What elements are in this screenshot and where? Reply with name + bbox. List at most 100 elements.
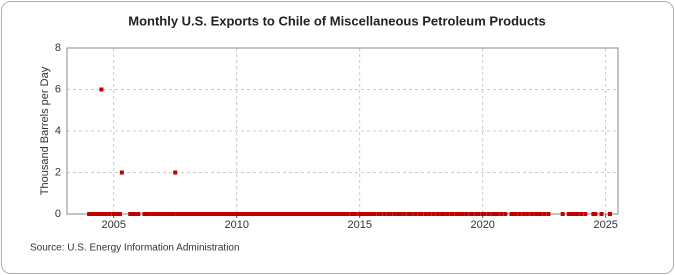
data-point [353,212,358,216]
data-point [365,212,370,216]
data-point [503,212,508,216]
data-point [117,212,122,216]
data-point [218,212,223,216]
y-tick-label: 0 [55,208,61,220]
data-point [509,212,514,216]
data-point [173,170,178,175]
data-point [607,212,612,216]
data-point [242,212,247,216]
data-point [255,212,260,216]
data-point [449,212,454,216]
data-point [499,212,504,216]
data-point [392,212,397,216]
data-point [398,212,403,216]
y-tick-label: 2 [55,166,61,178]
data-point [445,212,450,216]
data-point [583,212,588,216]
data-point [144,212,149,216]
data-point [187,212,192,216]
data-point [345,212,350,216]
data-point [230,212,235,216]
data-point [304,212,309,216]
data-point [513,212,518,216]
data-point [119,170,124,175]
data-point [322,212,327,216]
data-point [529,212,534,216]
x-tick-label: 2005 [101,219,125,231]
data-point [482,212,487,216]
data-point [95,212,100,216]
data-point [574,212,579,216]
data-point [371,212,376,216]
data-point [494,212,499,216]
data-point [181,212,186,216]
data-point [408,212,413,216]
data-point [267,212,272,216]
data-point [285,212,290,216]
data-point [224,212,229,216]
data-point [458,212,463,216]
data-point [368,212,373,216]
data-point [382,212,387,216]
data-point [378,212,383,216]
data-point [248,212,253,216]
data-point [113,212,118,216]
data-point [525,212,530,216]
data-point [279,212,284,216]
data-point [89,212,94,216]
data-point [335,212,340,216]
data-point [316,212,321,216]
data-point [136,212,141,216]
data-point [132,212,137,216]
data-point [396,212,401,216]
chart-title: Monthly U.S. Exports to Chile of Miscell… [128,13,546,28]
data-point [486,212,491,216]
data-point [199,212,204,216]
data-point [538,212,543,216]
data-point [175,212,180,216]
data-point [546,212,551,216]
y-tick-label: 6 [55,83,61,95]
data-point [568,212,573,216]
data-point [454,212,459,216]
data-point [236,212,241,216]
x-tick-label: 2010 [224,219,248,231]
data-point [476,212,481,216]
data-point [171,212,176,216]
data-point [570,212,575,216]
data-point [464,212,469,216]
data-point [150,212,155,216]
data-point [298,212,303,216]
data-point [470,212,475,216]
data-point [431,212,436,216]
data-point [435,212,440,216]
data-point [491,212,496,216]
data-point [388,212,393,216]
data-point [361,212,366,216]
data-point [599,212,604,216]
data-point [205,212,210,216]
data-point [156,212,161,216]
data-point [517,212,522,216]
data-point [107,212,112,216]
x-tick-label: 2020 [470,219,494,231]
data-point [521,212,526,216]
data-point [261,212,266,216]
data-point [101,212,106,216]
data-point [542,212,547,216]
data-point [579,212,584,216]
data-point [359,212,364,216]
data-point [341,212,346,216]
data-point [103,212,108,216]
data-point [212,212,217,216]
plot-area: 0 2 4 6 8 2005 2010 2015 2020 2025 [55,42,619,231]
y-tick-label: 8 [55,42,61,54]
data-point [273,212,278,216]
data-point [560,212,565,216]
data-point [419,212,424,216]
data-point [169,212,174,216]
x-tick-label: 2025 [593,219,617,231]
data-point [97,212,102,216]
